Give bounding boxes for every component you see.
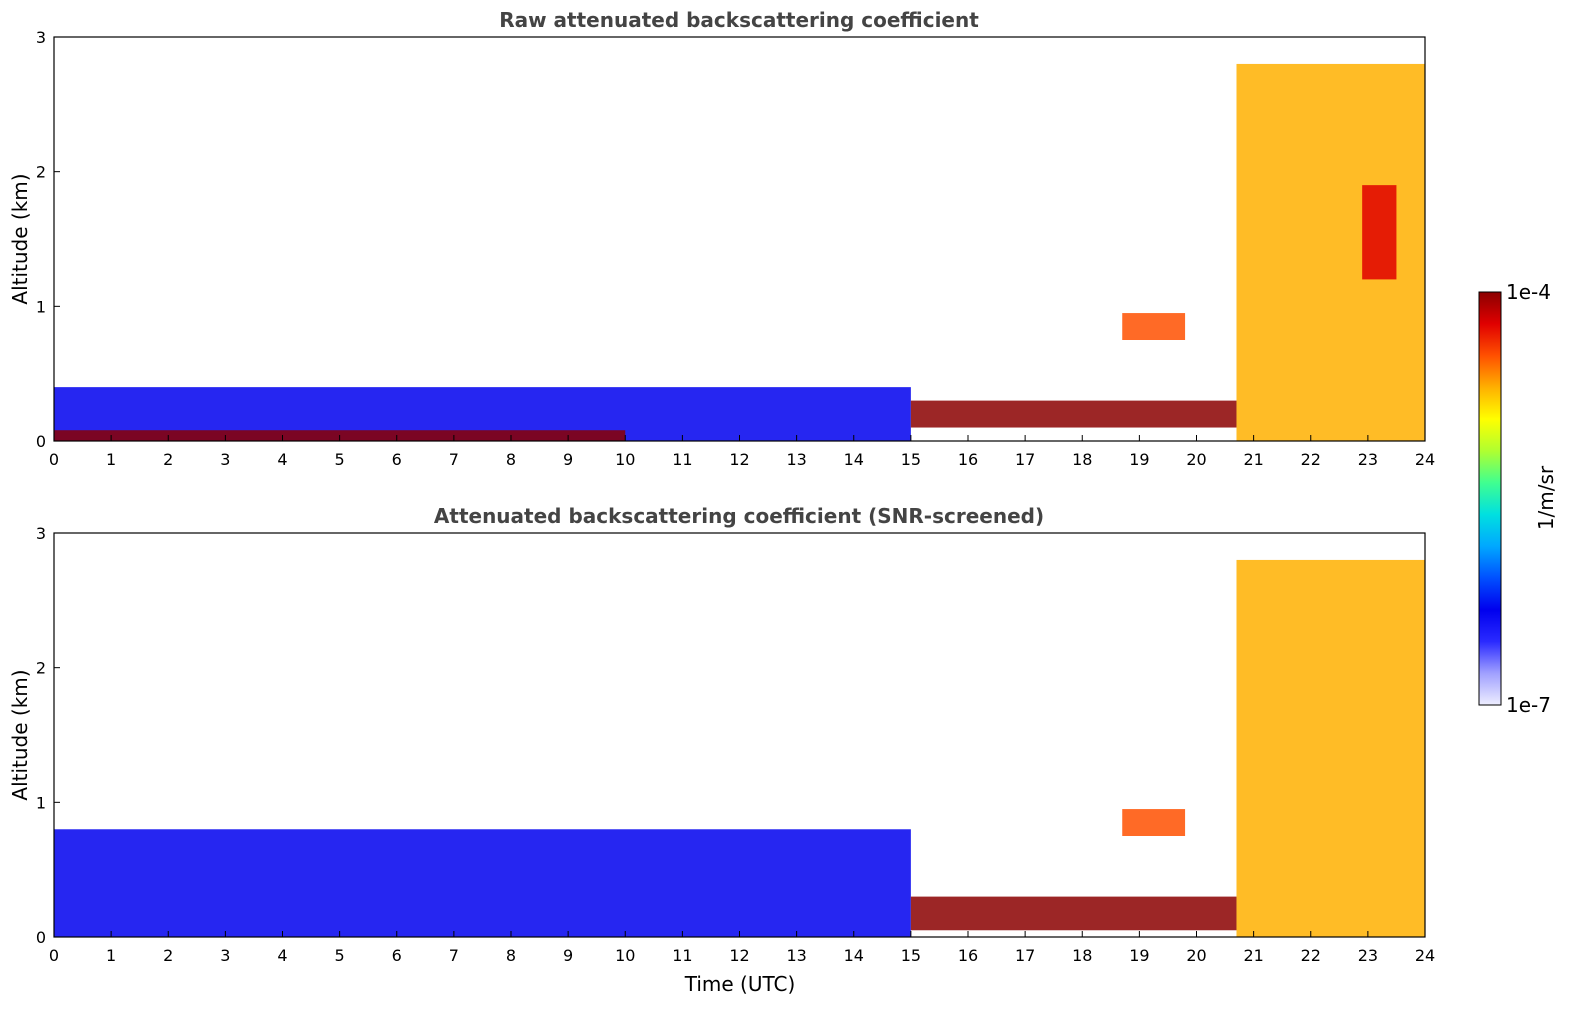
bottom-x-axis: 0 1 2 3 4 5 6 7 8 9 10 11 12 13 14 15 16 17 18 19 20 21 22 23 24: [49, 931, 1435, 965]
x-tick-label: 9: [563, 450, 573, 469]
x-tick-label: 12: [729, 946, 749, 965]
heatmap-feature-3: [1236, 559, 1425, 937]
x-tick-label: 11: [672, 946, 692, 965]
colorbar-min-label: 1e-7: [1506, 693, 1551, 717]
x-tick-label: 14: [844, 450, 864, 469]
x-tick-label: 5: [335, 946, 345, 965]
x-tick-label: 18: [1072, 946, 1092, 965]
x-tick-label: 7: [449, 946, 459, 965]
bottom-x-axis-label: Time (UTC): [684, 972, 796, 996]
bottom-panel: Attenuated backscattering coefficient (S…: [8, 504, 1435, 996]
top-x-axis: 0 1 2 3 4 5 6 7 8 9 10 11 12 13 14 15 16 17 18 19 20 21 22 23 24: [49, 435, 1435, 469]
bottom-y-axis-label: Altitude (km): [8, 669, 32, 800]
colorbar: 1e-4 1e-7 1/m/sr: [1478, 280, 1558, 717]
x-tick-label: 16: [958, 450, 978, 469]
top-panel: Raw attenuated backscattering coefficien…: [8, 8, 1435, 469]
y-tick-label: 0: [36, 928, 46, 947]
x-tick-label: 1: [106, 946, 116, 965]
heatmap-feature-3: [1122, 313, 1186, 340]
x-tick-label: 15: [901, 946, 921, 965]
x-tick-label: 17: [1015, 450, 1035, 469]
top-y-axis: 0 1 2 3: [36, 28, 60, 451]
heatmap-feature-2: [910, 400, 1237, 428]
top-y-axis-label: Altitude (km): [8, 173, 32, 304]
x-tick-label: 6: [392, 946, 402, 965]
x-tick-label: 3: [220, 946, 230, 965]
x-tick-label: 23: [1358, 946, 1378, 965]
colorbar-gradient: [1478, 291, 1502, 706]
x-tick-label: 20: [1186, 946, 1206, 965]
x-tick-label: 10: [615, 450, 635, 469]
x-tick-label: 4: [277, 946, 287, 965]
x-tick-label: 24: [1415, 946, 1435, 965]
y-tick-label: 0: [36, 432, 46, 451]
x-tick-label: 13: [786, 946, 806, 965]
bottom-heatmap: [54, 559, 1425, 937]
x-tick-label: 14: [844, 946, 864, 965]
y-tick-label: 1: [36, 297, 46, 316]
heatmap-feature-4: [1236, 63, 1425, 441]
x-tick-label: 22: [1301, 946, 1321, 965]
x-tick-label: 7: [449, 450, 459, 469]
top-panel-title: Raw attenuated backscattering coefficien…: [499, 8, 979, 32]
x-tick-label: 0: [49, 946, 59, 965]
x-tick-label: 24: [1415, 450, 1435, 469]
x-tick-label: 17: [1015, 946, 1035, 965]
x-tick-label: 1: [106, 450, 116, 469]
heatmap-feature-5: [1362, 185, 1397, 280]
x-tick-label: 5: [335, 450, 345, 469]
x-tick-label: 13: [786, 450, 806, 469]
x-tick-label: 0: [49, 450, 59, 469]
y-tick-label: 2: [36, 659, 46, 678]
x-tick-label: 10: [615, 946, 635, 965]
top-plot-frame: [53, 36, 1426, 442]
x-tick-label: 16: [958, 946, 978, 965]
colorbar-unit-label: 1/m/sr: [1534, 465, 1558, 530]
x-tick-label: 21: [1243, 450, 1263, 469]
heatmap-feature-1: [910, 896, 1237, 931]
x-tick-label: 8: [506, 450, 516, 469]
bottom-y-axis: 0 1 2 3: [36, 524, 60, 947]
bottom-panel-title: Attenuated backscattering coefficient (S…: [434, 504, 1044, 528]
heatmap-feature-0: [54, 829, 911, 937]
x-tick-label: 12: [729, 450, 749, 469]
x-tick-label: 8: [506, 946, 516, 965]
x-tick-label: 3: [220, 450, 230, 469]
x-tick-label: 15: [901, 450, 921, 469]
x-tick-label: 6: [392, 450, 402, 469]
top-heatmap: [54, 63, 1425, 441]
x-tick-label: 23: [1358, 450, 1378, 469]
x-tick-label: 11: [672, 450, 692, 469]
x-tick-label: 4: [277, 450, 287, 469]
x-tick-label: 2: [163, 450, 173, 469]
y-tick-label: 2: [36, 163, 46, 182]
x-tick-label: 19: [1129, 946, 1149, 965]
colorbar-max-label: 1e-4: [1506, 280, 1551, 304]
x-tick-label: 9: [563, 946, 573, 965]
y-tick-label: 3: [36, 28, 46, 47]
x-tick-label: 2: [163, 946, 173, 965]
x-tick-label: 18: [1072, 450, 1092, 469]
heatmap-feature-2: [1122, 809, 1186, 836]
x-tick-label: 22: [1301, 450, 1321, 469]
x-tick-label: 19: [1129, 450, 1149, 469]
y-tick-label: 3: [36, 524, 46, 543]
y-tick-label: 1: [36, 793, 46, 812]
x-tick-label: 21: [1243, 946, 1263, 965]
x-tick-label: 20: [1186, 450, 1206, 469]
